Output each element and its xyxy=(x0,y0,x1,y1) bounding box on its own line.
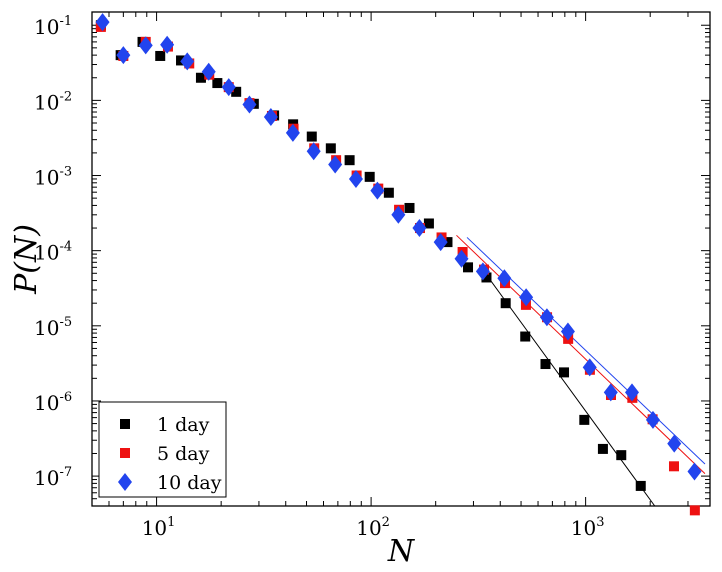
point-10-day xyxy=(221,78,236,97)
y-tick-label: 10-2 xyxy=(34,89,72,114)
point-1-day xyxy=(344,155,355,166)
legend-marker-1-day xyxy=(120,419,130,429)
point-10-day xyxy=(560,322,575,341)
axis-ticks: 101 102 103 10-7 10-6 10-5 10-4 10-3 10-2 10-1 xyxy=(34,12,710,540)
fit-line-5-day xyxy=(456,234,706,474)
point-10-day xyxy=(687,462,702,481)
plot-frame xyxy=(91,11,711,507)
x-tick-label: 102 xyxy=(356,515,390,540)
y-tick-label: 10-6 xyxy=(34,390,72,415)
point-10-day xyxy=(180,52,195,71)
point-1-day xyxy=(325,143,336,154)
point-10-day xyxy=(285,123,300,142)
point-1-day xyxy=(212,78,223,89)
point-1-day xyxy=(383,187,394,198)
point-1-day xyxy=(195,72,206,83)
point-10-day xyxy=(242,95,257,114)
point-10-day xyxy=(475,262,490,281)
point-1-day xyxy=(306,131,317,142)
point-10-day xyxy=(306,142,321,161)
legend-label-10-day: 10 day xyxy=(157,472,222,494)
point-5-day xyxy=(668,461,679,472)
y-axis-label-text: P(N) xyxy=(9,224,44,295)
legend-label-1-day: 1 day xyxy=(157,414,210,436)
legend-marker-5-day xyxy=(120,448,130,458)
y-tick-label: 10-3 xyxy=(34,165,72,190)
y-axis-label: P(N) xyxy=(9,224,44,295)
point-10-day xyxy=(582,358,597,377)
point-10-day xyxy=(454,249,469,268)
point-1-day xyxy=(635,480,646,491)
point-10-day xyxy=(138,36,153,55)
point-10-day xyxy=(519,288,534,307)
point-10-day xyxy=(263,108,278,127)
point-10-day xyxy=(370,181,385,200)
point-10-day xyxy=(667,434,682,453)
point-10-day xyxy=(497,269,512,288)
point-10-day xyxy=(433,233,448,252)
y-tick-label: 10-4 xyxy=(34,240,72,265)
point-10-day xyxy=(603,383,618,402)
point-10-day xyxy=(95,13,110,32)
point-1-day xyxy=(520,331,531,342)
point-1-day xyxy=(481,272,492,283)
svg-text:P(N): P(N) xyxy=(9,224,44,295)
point-10-day xyxy=(328,155,343,174)
point-5-day xyxy=(689,505,700,516)
point-1-day xyxy=(404,202,415,213)
point-10-day xyxy=(645,410,660,429)
x-axis-label: N xyxy=(387,534,416,569)
point-1-day xyxy=(463,262,474,273)
point-1-day xyxy=(540,359,551,370)
legend-marker-10-day xyxy=(118,473,132,491)
y-tick-label: 10-1 xyxy=(34,14,72,39)
legend: 1 day 5 day 10 day xyxy=(98,401,227,498)
fit-lines xyxy=(456,234,706,507)
point-10-day xyxy=(412,219,427,238)
point-10-day xyxy=(391,205,406,224)
point-10-day xyxy=(624,383,639,402)
point-10-day xyxy=(201,62,216,81)
point-1-day xyxy=(579,414,590,425)
point-1-day xyxy=(155,50,166,61)
point-10-day xyxy=(160,35,175,54)
series-10-day xyxy=(95,13,702,481)
point-10-day xyxy=(348,169,363,188)
point-10-day xyxy=(539,308,554,327)
x-tick-label: 103 xyxy=(571,515,605,540)
point-10-day xyxy=(116,46,131,65)
y-tick-label: 10-5 xyxy=(34,315,72,340)
point-1-day xyxy=(423,218,434,229)
point-1-day xyxy=(364,171,375,182)
point-1-day xyxy=(559,367,570,378)
point-1-day xyxy=(231,86,242,97)
point-1-day xyxy=(597,443,608,454)
legend-label-5-day: 5 day xyxy=(157,443,210,465)
y-tick-label: 10-7 xyxy=(34,465,72,490)
point-1-day xyxy=(500,298,511,309)
point-1-day xyxy=(616,450,627,461)
data-points xyxy=(95,13,702,516)
x-tick-label: 101 xyxy=(142,515,176,540)
